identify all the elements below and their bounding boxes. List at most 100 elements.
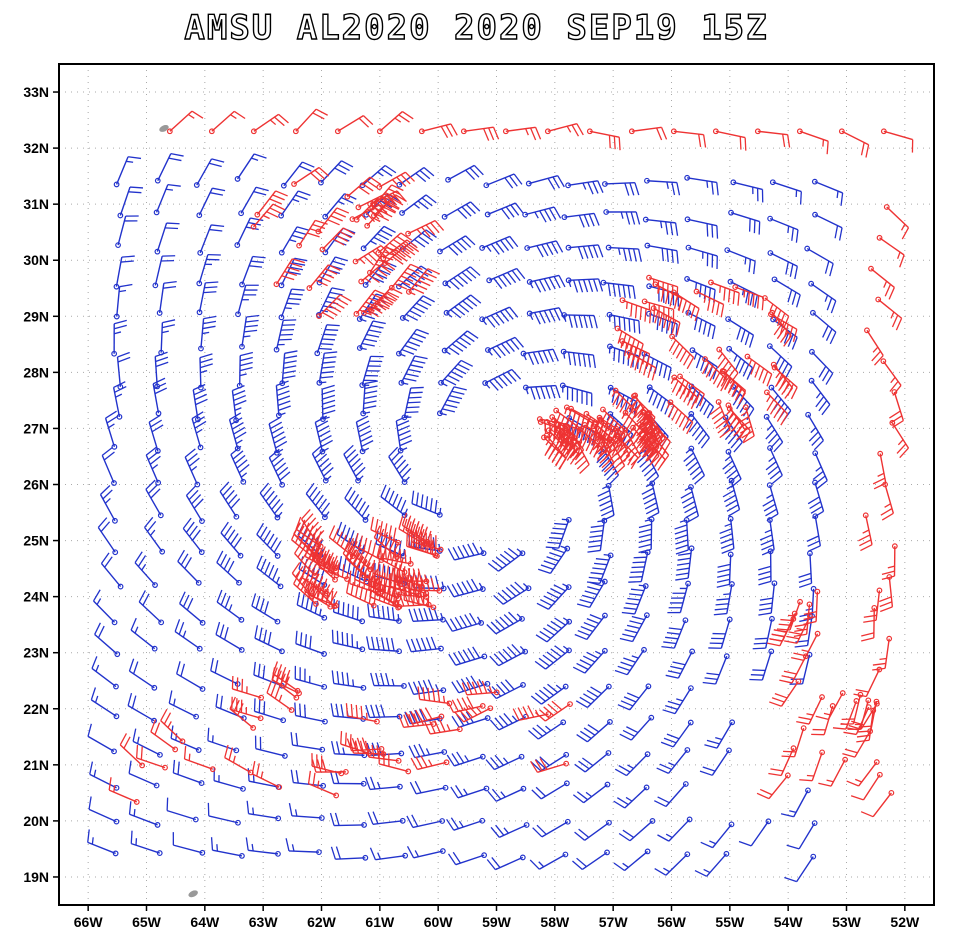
wind-barb [489,644,529,667]
wind-barb [446,817,486,831]
wind-barb [479,235,519,255]
wind-barb [614,751,651,777]
wind-barb [329,770,367,787]
wind-barb [405,268,441,296]
wind-barb [316,351,338,386]
wind-barb [285,838,322,856]
wind-barb [344,176,382,200]
wind-barb [352,245,391,266]
wind-barb [656,747,691,774]
wind-barb [332,599,366,625]
wind-barb [278,226,310,256]
wind-barb [574,819,612,841]
wind-barb [732,284,765,311]
wind-barb [153,183,181,216]
wind-barb [379,545,414,567]
wind-barb [220,521,244,559]
wind-barb [487,547,526,572]
wind-barb [296,219,328,249]
wind-barb [619,297,652,324]
wind-barb [394,592,432,608]
wind-barb [408,607,446,623]
wind-barb [490,822,530,838]
wind-barb [406,846,446,859]
wind-barb [145,479,164,519]
wind-barb [771,276,801,308]
wind-barb [360,225,396,252]
wind-barb [811,178,844,206]
wind-barb [410,755,450,771]
wind-barb [880,481,895,521]
wind-barb [613,848,651,872]
wind-barb [207,727,240,754]
wind-barb [319,227,355,253]
wind-barb [266,680,295,713]
wind-barb [619,714,655,741]
wind-barb [526,274,566,293]
x-tick-label: 66W [74,914,104,930]
wind-barb [358,261,396,285]
wind-barb [359,355,384,389]
wind-barb [806,513,822,552]
wind-barb [766,343,793,379]
wind-barb [808,280,837,314]
wind-barb [560,348,596,369]
wind-barb [87,829,119,857]
wind-barb [196,254,221,287]
wind-barb [485,753,525,771]
wind-barb [744,353,773,387]
wind-barb [536,583,572,610]
wind-barb [479,306,519,328]
wind-barb [398,713,437,728]
wind-barb [418,123,458,139]
wind-barb [152,255,176,289]
wind-barb [670,374,698,410]
wind-barb [880,128,914,153]
wind-barb [367,603,402,624]
wind-barb [251,593,281,625]
wind-barb [231,675,265,701]
wind-barb [369,847,409,861]
wind-barb [370,672,407,689]
wind-barb [621,583,649,615]
wind-barb [268,448,291,488]
wind-barb [369,184,404,211]
wind-barb [256,555,284,590]
wind-barb [331,670,367,691]
wind-barb [811,703,836,736]
wind-barb [154,222,180,255]
wind-barb [99,485,118,524]
wind-barb [254,190,288,218]
wind-barb [127,692,157,724]
wind-barb [231,696,264,722]
wind-barb [156,281,177,316]
wind-barb [271,667,302,697]
wind-barb [196,187,226,219]
wind-barb [361,292,398,318]
wind-barb [530,683,569,705]
wind-barb [767,250,798,280]
wind-barb [128,658,158,691]
wind-barb [796,694,825,725]
wind-barb [853,666,883,698]
wind-barb [544,122,584,137]
wind-barb [868,265,895,300]
wind-barb [138,590,165,626]
wind-barb [273,258,305,288]
wind-barb [644,177,681,196]
wind-barb [144,516,166,555]
wind-barb [150,719,179,753]
wind-barb [846,759,880,787]
wind-barb [684,276,716,303]
wind-barb [766,616,797,647]
wind-barb [254,625,285,655]
wind-barb [804,245,834,277]
wind-barb [611,387,638,424]
wind-barb [367,811,406,825]
wind-barb [534,700,573,722]
wind-barb [704,719,736,749]
wind-barb [674,517,690,555]
x-tick-label: 59W [482,914,512,930]
wind-barb [832,698,860,730]
wind-barb [762,482,779,522]
